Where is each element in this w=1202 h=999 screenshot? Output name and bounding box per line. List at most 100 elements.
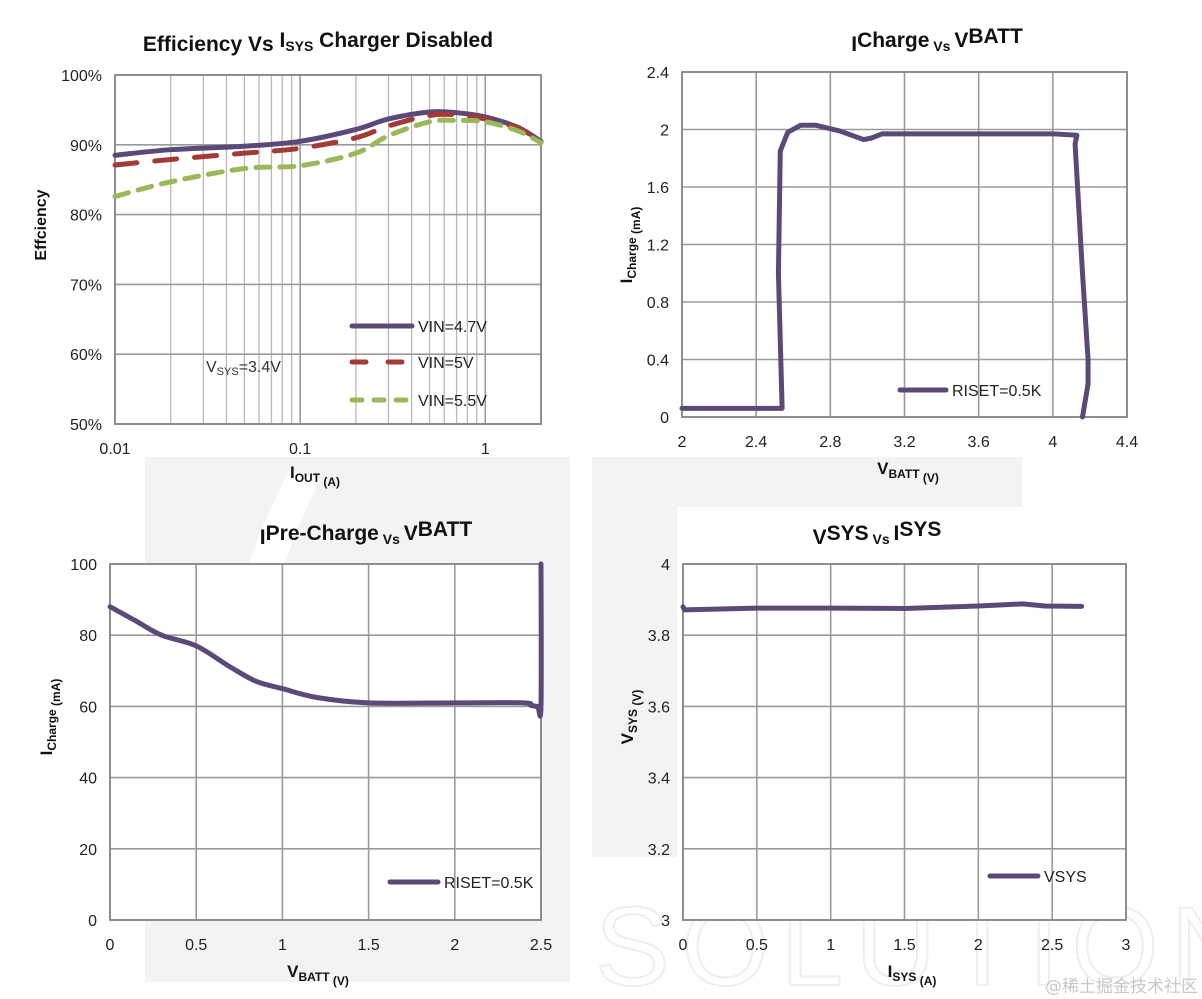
y-axis-label-part: I: [617, 279, 636, 284]
chart-title-part: SYS: [827, 522, 869, 545]
legend-label: VIN=5.5V: [418, 393, 487, 410]
x-tick-label: 0.5: [746, 937, 768, 954]
x-tick-label: 2: [450, 937, 459, 954]
y-tick-label: 3.4: [648, 771, 670, 788]
x-axis-label-part: I: [290, 463, 295, 482]
chart-title-part: BATT: [418, 518, 473, 541]
y-axis-label: ICharge (mA): [617, 207, 643, 284]
y-tick-label: 0: [660, 410, 669, 427]
chart-title-part: SYS: [899, 518, 941, 541]
y-axis-label-subscript: (V): [630, 690, 644, 709]
x-tick-label: 0: [106, 937, 115, 954]
y-tick-label: 70%: [70, 277, 102, 294]
x-tick-label: 3.2: [893, 434, 915, 451]
y-tick-label: 0: [88, 913, 97, 930]
chart-title: IPre-Charge Vs VBATT: [260, 518, 473, 549]
y-axis-label: VSYS (V): [618, 690, 644, 745]
y-axis-label-part: V: [618, 732, 637, 744]
x-tick-label: 1: [481, 441, 490, 458]
y-axis-label-group: ICharge (mA): [617, 207, 643, 284]
chart-title-subscript: Vs: [379, 531, 404, 547]
x-axis-label: VBATT (V): [877, 459, 939, 485]
x-tick-label: 1.5: [357, 937, 379, 954]
chart-title-part: BATT: [968, 25, 1023, 48]
y-tick-label: 1.2: [647, 238, 669, 255]
x-axis-label-part: I: [888, 962, 893, 981]
series-line-riset-0-5k: [107, 561, 544, 719]
chart-title-part: I: [260, 526, 266, 549]
plot-area: [110, 564, 541, 920]
x-axis-label-subscript: OUT: [295, 471, 321, 485]
chart-title-part: I: [279, 29, 285, 52]
chart-title-part: V: [404, 522, 418, 545]
y-tick-label: 40: [79, 771, 97, 788]
site-watermark: @稀土掘金技术社区: [1045, 977, 1198, 997]
y-tick-label: 90%: [70, 138, 102, 155]
x-axis-label-subscript: BATT: [888, 467, 920, 481]
x-tick-label: 3.6: [968, 434, 990, 451]
x-tick-label: 0.01: [99, 441, 130, 458]
x-tick-label: 4.4: [1116, 434, 1138, 451]
x-axis-label: VBATT (V): [287, 962, 349, 988]
y-axis-label-subscript: (mA): [49, 679, 63, 710]
x-axis-label-subscript: (V): [330, 974, 349, 988]
chart-title-part: V: [813, 526, 827, 549]
x-tick-label: 3: [1122, 937, 1131, 954]
x-tick-label: 2: [974, 937, 983, 954]
series-line-riset-0-5k: [679, 122, 1091, 420]
chart-title: VSYS Vs ISYS: [813, 518, 942, 549]
chart-title-part: I: [894, 522, 900, 545]
x-axis-label-subscript: (A): [916, 974, 936, 988]
legend-label: VSYS: [1044, 869, 1087, 886]
y-axis-label-part: I: [37, 751, 56, 756]
y-axis-label-group: ICharge (mA): [37, 679, 63, 756]
x-axis-label: IOUT (A): [290, 463, 340, 489]
y-axis-label: ICharge (mA): [37, 679, 63, 756]
watermark-logo-shape: [592, 457, 1022, 507]
legend-label: VIN=5V: [418, 355, 474, 372]
x-tick-label: 0.1: [289, 441, 311, 458]
x-tick-label: 0.5: [185, 937, 207, 954]
y-tick-label: 60: [79, 699, 97, 716]
chart-title: ICharge Vs VBATT: [851, 25, 1023, 56]
y-tick-label: 0.4: [647, 353, 669, 370]
y-tick-label: 3.6: [648, 699, 670, 716]
y-axis-label-group: VSYS (V): [618, 690, 644, 745]
x-tick-label: 1: [826, 937, 835, 954]
chart-title-part: I: [851, 33, 857, 56]
y-tick-label: 3.2: [648, 842, 670, 859]
plot-frame: [109, 563, 542, 921]
y-tick-label: 50%: [70, 417, 102, 434]
y-tick-label: 100: [70, 557, 97, 574]
legend-label: RISET=0.5K: [952, 383, 1042, 400]
series-line-vin-4-7v: [112, 109, 544, 158]
y-tick-label: 60%: [70, 347, 102, 364]
x-tick-label: 2: [678, 434, 687, 451]
y-tick-label: 0.8: [647, 295, 669, 312]
chart-title-part: V: [954, 29, 968, 52]
y-axis-label-subscript: Charge: [45, 709, 59, 751]
y-tick-label: 2: [660, 123, 669, 140]
chart-title-subscript: SYS: [285, 38, 313, 54]
legend-label: VIN=4.7V: [418, 319, 487, 336]
y-axis-label-group: Effciency: [33, 189, 50, 260]
x-axis-label-subscript: SYS: [892, 970, 916, 984]
plot-frame: [682, 563, 1127, 921]
x-tick-label: 4: [1048, 434, 1057, 451]
y-tick-label: 2.4: [647, 65, 669, 82]
plot-area: [115, 75, 541, 424]
y-tick-label: 3: [661, 913, 670, 930]
y-axis-label-subscript: Charge: [625, 237, 639, 279]
x-axis-label-part: V: [287, 962, 299, 981]
x-axis-label: ISYS (A): [888, 962, 937, 988]
annotation-part: V: [206, 359, 217, 376]
x-tick-label: 0: [679, 937, 688, 954]
chart-title: Efficiency Vs ISYS Charger Disabled: [143, 29, 493, 56]
x-axis-label-subscript: (A): [320, 475, 340, 489]
x-tick-label: 1: [278, 937, 287, 954]
